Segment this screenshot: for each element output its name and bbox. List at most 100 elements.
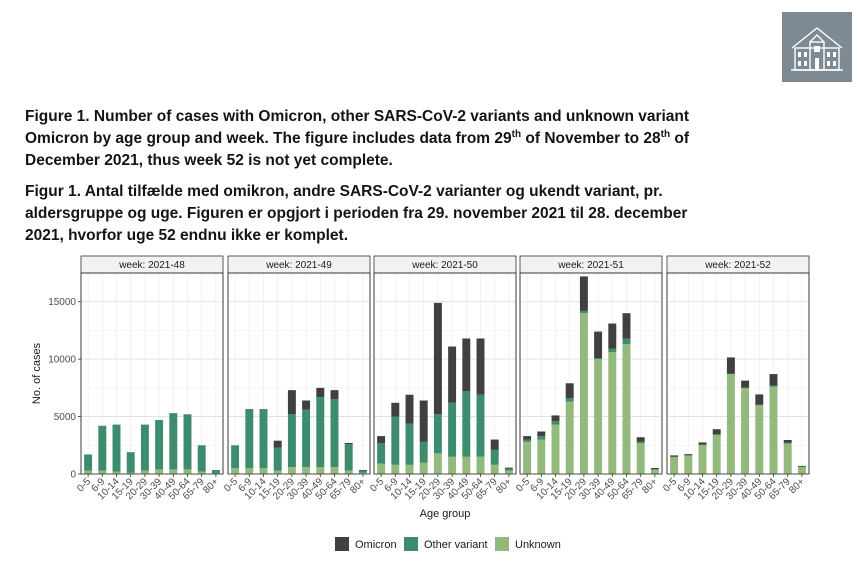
bar-other-variant bbox=[377, 442, 386, 464]
bar-unknown bbox=[126, 472, 135, 474]
bar-omicron bbox=[504, 467, 513, 469]
legend-swatch-unknown bbox=[495, 537, 509, 551]
bar-omicron bbox=[769, 374, 778, 386]
bar-other-variant bbox=[476, 394, 485, 457]
facet-panel-border bbox=[227, 272, 371, 475]
bar-unknown bbox=[712, 434, 721, 474]
legend-label-omicron: Omicron bbox=[355, 539, 397, 551]
bar-other-variant bbox=[622, 338, 631, 345]
bar-other-variant bbox=[197, 445, 206, 472]
bar-other-variant bbox=[594, 357, 603, 360]
caption-en-line-2a: Omicron by age group and week. The figur… bbox=[25, 130, 512, 147]
bar-omicron bbox=[302, 400, 311, 410]
bar-unknown bbox=[330, 467, 339, 474]
bar-unknown bbox=[462, 456, 471, 474]
bar-omicron bbox=[755, 394, 764, 405]
bar-unknown bbox=[608, 352, 617, 474]
bar-unknown bbox=[405, 464, 414, 474]
caption-da-line-1: Figur 1. Antal tilfælde med omikron, and… bbox=[25, 183, 663, 200]
bar-unknown bbox=[344, 470, 353, 474]
bar-other-variant bbox=[273, 447, 282, 471]
bar-omicron bbox=[259, 409, 268, 410]
bar-unknown bbox=[433, 453, 442, 474]
bar-omicron bbox=[462, 338, 471, 392]
legend-swatch-other-variant bbox=[404, 537, 418, 551]
bar-unknown bbox=[741, 387, 750, 474]
bar-unknown bbox=[504, 470, 513, 474]
bar-unknown bbox=[594, 359, 603, 474]
bar-other-variant bbox=[448, 402, 457, 457]
bar-omicron bbox=[698, 442, 707, 445]
caption-en-sup-2: th bbox=[660, 128, 671, 140]
facet-panel-border bbox=[519, 272, 663, 475]
bar-other-variant bbox=[98, 425, 107, 471]
bar-other-variant bbox=[537, 436, 546, 440]
bar-unknown bbox=[358, 472, 367, 474]
bar-unknown bbox=[155, 469, 164, 474]
x-tick-label: 80+ bbox=[787, 476, 807, 496]
caption-en-line-3: December 2021, thus week 52 is not yet c… bbox=[25, 152, 393, 169]
building-icon bbox=[791, 27, 843, 71]
bar-unknown bbox=[622, 344, 631, 474]
caption-en-line-1: Figure 1. Number of cases with Omicron, … bbox=[25, 108, 690, 125]
facet-strip-label: week: 2021-51 bbox=[557, 260, 624, 271]
facet-strip-label: week: 2021-49 bbox=[265, 260, 332, 271]
bar-other-variant bbox=[344, 444, 353, 471]
bar-other-variant bbox=[169, 413, 178, 470]
bar-unknown bbox=[783, 442, 792, 474]
bar-other-variant bbox=[490, 449, 499, 465]
bar-unknown bbox=[636, 442, 645, 474]
bar-omicron bbox=[490, 439, 499, 450]
bar-omicron bbox=[273, 440, 282, 448]
x-tick-label: 80+ bbox=[640, 476, 660, 496]
y-axis-title: No. of cases bbox=[31, 342, 43, 404]
bar-other-variant bbox=[523, 439, 532, 442]
caption-en-line-2c: of bbox=[670, 130, 690, 147]
bar-unknown bbox=[377, 463, 386, 474]
bar-unknown bbox=[448, 456, 457, 474]
bar-other-variant bbox=[391, 416, 400, 465]
bar-other-variant bbox=[565, 398, 574, 402]
facet-strip-label: week: 2021-48 bbox=[118, 260, 185, 271]
bar-other-variant bbox=[140, 424, 149, 471]
legend-swatch-omicron bbox=[335, 537, 349, 551]
bar-omicron bbox=[670, 455, 679, 457]
bar-omicron bbox=[344, 442, 353, 445]
x-axis-title: Age group bbox=[420, 508, 471, 520]
y-tick-label: 15000 bbox=[48, 297, 76, 308]
figure-caption-english: Figure 1. Number of cases with Omicron, … bbox=[25, 106, 785, 172]
bar-unknown bbox=[684, 455, 693, 474]
bar-unknown bbox=[273, 470, 282, 474]
bar-other-variant bbox=[636, 441, 645, 443]
caption-da-line-3: 2021, hvorfor uge 52 endnu ikke er kompl… bbox=[25, 227, 349, 244]
caption-en-line-2b: of November to 28 bbox=[521, 130, 661, 147]
bar-unknown bbox=[670, 456, 679, 474]
facet-panel-border bbox=[373, 272, 517, 475]
bar-omicron bbox=[476, 338, 485, 395]
bar-omicron bbox=[433, 302, 442, 415]
bar-unknown bbox=[476, 456, 485, 474]
bar-other-variant bbox=[287, 414, 296, 468]
bar-omicron bbox=[622, 313, 631, 339]
bar-unknown bbox=[84, 470, 93, 474]
bar-unknown bbox=[755, 405, 764, 474]
bar-other-variant bbox=[316, 397, 325, 468]
bar-unknown bbox=[169, 469, 178, 474]
bar-omicron bbox=[523, 436, 532, 440]
bar-other-variant bbox=[259, 409, 268, 469]
bar-other-variant bbox=[712, 434, 721, 435]
bar-omicron bbox=[783, 440, 792, 443]
bar-omicron bbox=[565, 383, 574, 399]
bar-other-variant bbox=[504, 468, 513, 471]
bar-unknown bbox=[98, 470, 107, 474]
bar-omicron bbox=[551, 415, 560, 422]
bar-omicron bbox=[391, 402, 400, 417]
facet-strip-label: week: 2021-50 bbox=[411, 260, 478, 271]
bar-omicron bbox=[684, 454, 693, 456]
bar-omicron bbox=[741, 380, 750, 388]
bar-other-variant bbox=[797, 466, 806, 467]
bar-unknown bbox=[523, 441, 532, 474]
bar-other-variant bbox=[358, 470, 367, 473]
y-tick-label: 0 bbox=[70, 470, 76, 481]
bar-unknown bbox=[551, 424, 560, 474]
